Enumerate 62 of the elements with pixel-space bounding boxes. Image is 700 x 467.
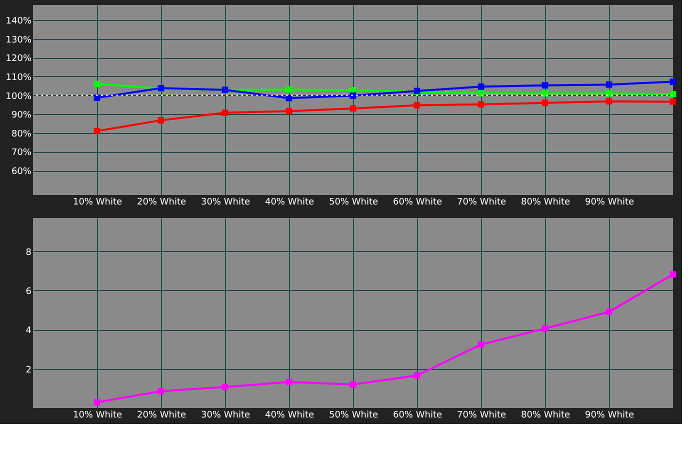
y-tick-label: 8 <box>26 248 32 258</box>
y-tick-label: 90% <box>11 110 32 121</box>
x-tick-label: 10% White <box>72 198 122 208</box>
x-tick-label: 80% White <box>520 410 570 420</box>
x-tick-label: 40% White <box>264 198 314 208</box>
point <box>414 372 420 379</box>
point <box>670 271 676 278</box>
point <box>478 90 484 96</box>
point <box>478 83 484 90</box>
point <box>478 341 484 348</box>
x-tick-label: 20% White <box>136 410 186 420</box>
point <box>286 86 292 93</box>
x-tick-label: 70% White <box>456 198 506 208</box>
point <box>414 102 420 108</box>
y-tick-label: 2 <box>26 365 32 376</box>
x-tick-label: 70% White <box>456 410 506 420</box>
y-tick-label: 4 <box>26 326 32 336</box>
x-tick-label: 90% White <box>584 410 634 420</box>
y-tick-label: 120% <box>6 54 32 64</box>
x-tick-label: 60% White <box>392 198 442 208</box>
point <box>670 98 676 105</box>
x-tick-label: 80% White <box>520 198 570 208</box>
point <box>286 94 292 102</box>
y-tick-label: 60% <box>11 167 32 178</box>
point <box>478 101 484 108</box>
point <box>158 117 164 124</box>
point <box>94 128 100 134</box>
point <box>94 399 100 406</box>
y-tick-label: 140% <box>6 16 32 27</box>
x-tick-label: 30% White <box>200 198 250 208</box>
point <box>286 378 292 386</box>
point <box>222 110 228 116</box>
point <box>350 92 356 99</box>
point <box>222 384 228 390</box>
point <box>542 82 548 88</box>
y-tick-label: 6 <box>26 286 32 297</box>
point <box>158 388 164 394</box>
y-tick-label: 80% <box>11 129 32 140</box>
point <box>542 325 548 332</box>
point <box>542 100 548 106</box>
y-tick-label: 130% <box>6 35 32 46</box>
y-tick-label: 110% <box>6 72 32 83</box>
x-tick-label: 10% White <box>72 410 122 420</box>
point <box>670 91 676 98</box>
x-tick-label: 30% White <box>200 410 250 420</box>
point <box>606 81 612 88</box>
point <box>94 94 100 101</box>
point <box>606 308 612 315</box>
point <box>350 105 356 112</box>
x-tick-label: 20% White <box>136 198 186 208</box>
x-tick-label: 50% White <box>328 410 378 420</box>
point <box>606 98 612 104</box>
point <box>350 381 356 388</box>
point <box>94 80 100 87</box>
x-tick-label: 50% White <box>328 198 378 208</box>
point <box>286 108 292 114</box>
x-tick-label: 90% White <box>584 198 634 208</box>
point <box>670 78 676 85</box>
x-tick-label: 60% White <box>392 410 442 420</box>
y-tick-label: 100% <box>6 92 32 102</box>
y-tick-label: 70% <box>11 148 32 158</box>
x-tick-label: 40% White <box>264 410 314 420</box>
